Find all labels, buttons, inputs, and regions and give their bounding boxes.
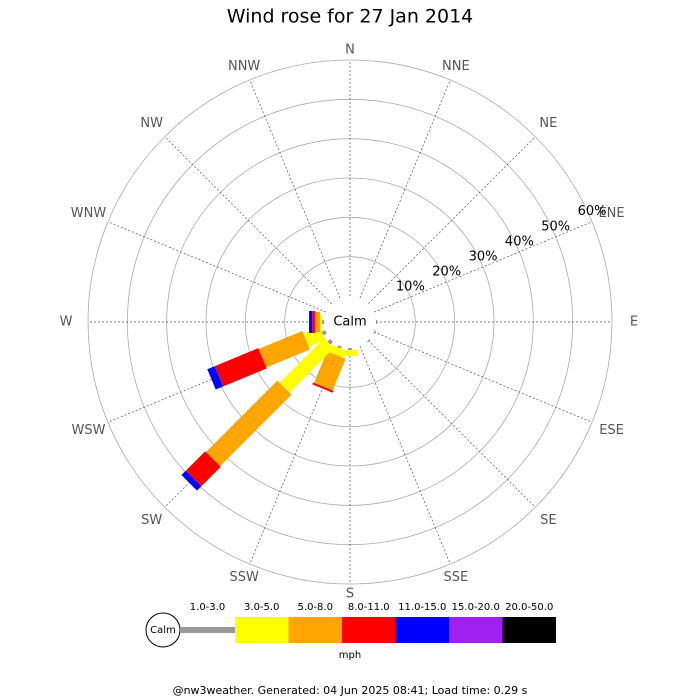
bar-segment bbox=[329, 345, 346, 358]
spoke bbox=[373, 331, 593, 423]
direction-label: ENE bbox=[598, 206, 624, 221]
bar-segment bbox=[185, 451, 221, 487]
bar-segment bbox=[181, 470, 202, 491]
calm-circle bbox=[327, 299, 373, 345]
bar-segment bbox=[366, 338, 371, 343]
direction-label: ESE bbox=[599, 423, 624, 438]
spoke bbox=[249, 345, 341, 565]
legend-label: 5.0-8.0 bbox=[298, 602, 333, 613]
direction-label: SSE bbox=[443, 570, 468, 585]
ring-label: 20% bbox=[432, 264, 461, 279]
direction-label: W bbox=[60, 315, 73, 330]
bar-segment bbox=[258, 330, 310, 368]
legend-swatch bbox=[180, 627, 235, 633]
direction-label: NW bbox=[140, 116, 163, 131]
unit-label: mph bbox=[339, 650, 361, 661]
direction-label: S bbox=[346, 587, 354, 602]
legend-label: 3.0-5.0 bbox=[244, 602, 279, 613]
legend-label: 20.0-50.0 bbox=[505, 602, 553, 613]
legend-swatch bbox=[449, 617, 503, 643]
bar-segment bbox=[279, 338, 334, 393]
legend-label: 11.0-15.0 bbox=[398, 602, 446, 613]
bar-segment bbox=[337, 345, 342, 349]
spoke bbox=[249, 79, 341, 299]
direction-label: WSW bbox=[71, 423, 105, 438]
ring bbox=[284, 256, 416, 388]
legend-swatch bbox=[395, 617, 449, 643]
legend-swatch bbox=[288, 617, 342, 643]
direction-label: SSW bbox=[229, 570, 259, 585]
legend-label: 1.0-3.0 bbox=[190, 602, 225, 613]
bar-segment bbox=[207, 366, 223, 390]
direction-label: NNW bbox=[228, 59, 260, 74]
ring-label: 50% bbox=[541, 219, 570, 234]
bar-segment bbox=[303, 326, 326, 347]
bar-segment bbox=[214, 348, 267, 387]
direction-label: NE bbox=[539, 116, 557, 131]
legend-swatch bbox=[502, 617, 556, 643]
direction-label: SE bbox=[540, 513, 556, 528]
direction-label: N bbox=[345, 43, 355, 58]
spoke bbox=[368, 136, 536, 304]
ring-label: 30% bbox=[469, 249, 498, 264]
chart-title: Wind rose for 27 Jan 2014 bbox=[227, 6, 474, 28]
legend-swatch bbox=[342, 617, 396, 643]
ring-label: 10% bbox=[396, 279, 425, 294]
ring-label: 40% bbox=[505, 234, 534, 249]
spoke bbox=[164, 136, 332, 304]
ring bbox=[244, 216, 456, 428]
spoke bbox=[359, 79, 451, 299]
bar-segment bbox=[312, 382, 334, 393]
spoke bbox=[359, 345, 451, 565]
ring bbox=[87, 59, 613, 585]
ring-label: 60% bbox=[578, 204, 607, 219]
direction-label: E bbox=[630, 315, 638, 330]
footer: @nw3weather. Generated: 04 Jun 2025 08:4… bbox=[173, 684, 528, 697]
spoke bbox=[373, 221, 593, 313]
bar-segment bbox=[321, 330, 327, 336]
legend-label: 15.0-20.0 bbox=[452, 602, 500, 613]
calm-label: Calm bbox=[333, 315, 366, 330]
bar-segment bbox=[205, 380, 292, 467]
legend-label: 8.0-11.0 bbox=[348, 602, 390, 613]
bar-segment bbox=[327, 338, 334, 345]
direction-label: WNW bbox=[71, 206, 107, 221]
legend-swatch bbox=[235, 617, 289, 643]
direction-label: NNE bbox=[442, 59, 470, 74]
spoke bbox=[368, 340, 536, 508]
bar-segment bbox=[313, 351, 346, 391]
legend-calm-label: Calm bbox=[150, 625, 176, 636]
direction-label: SW bbox=[141, 513, 162, 528]
spoke bbox=[107, 221, 327, 313]
